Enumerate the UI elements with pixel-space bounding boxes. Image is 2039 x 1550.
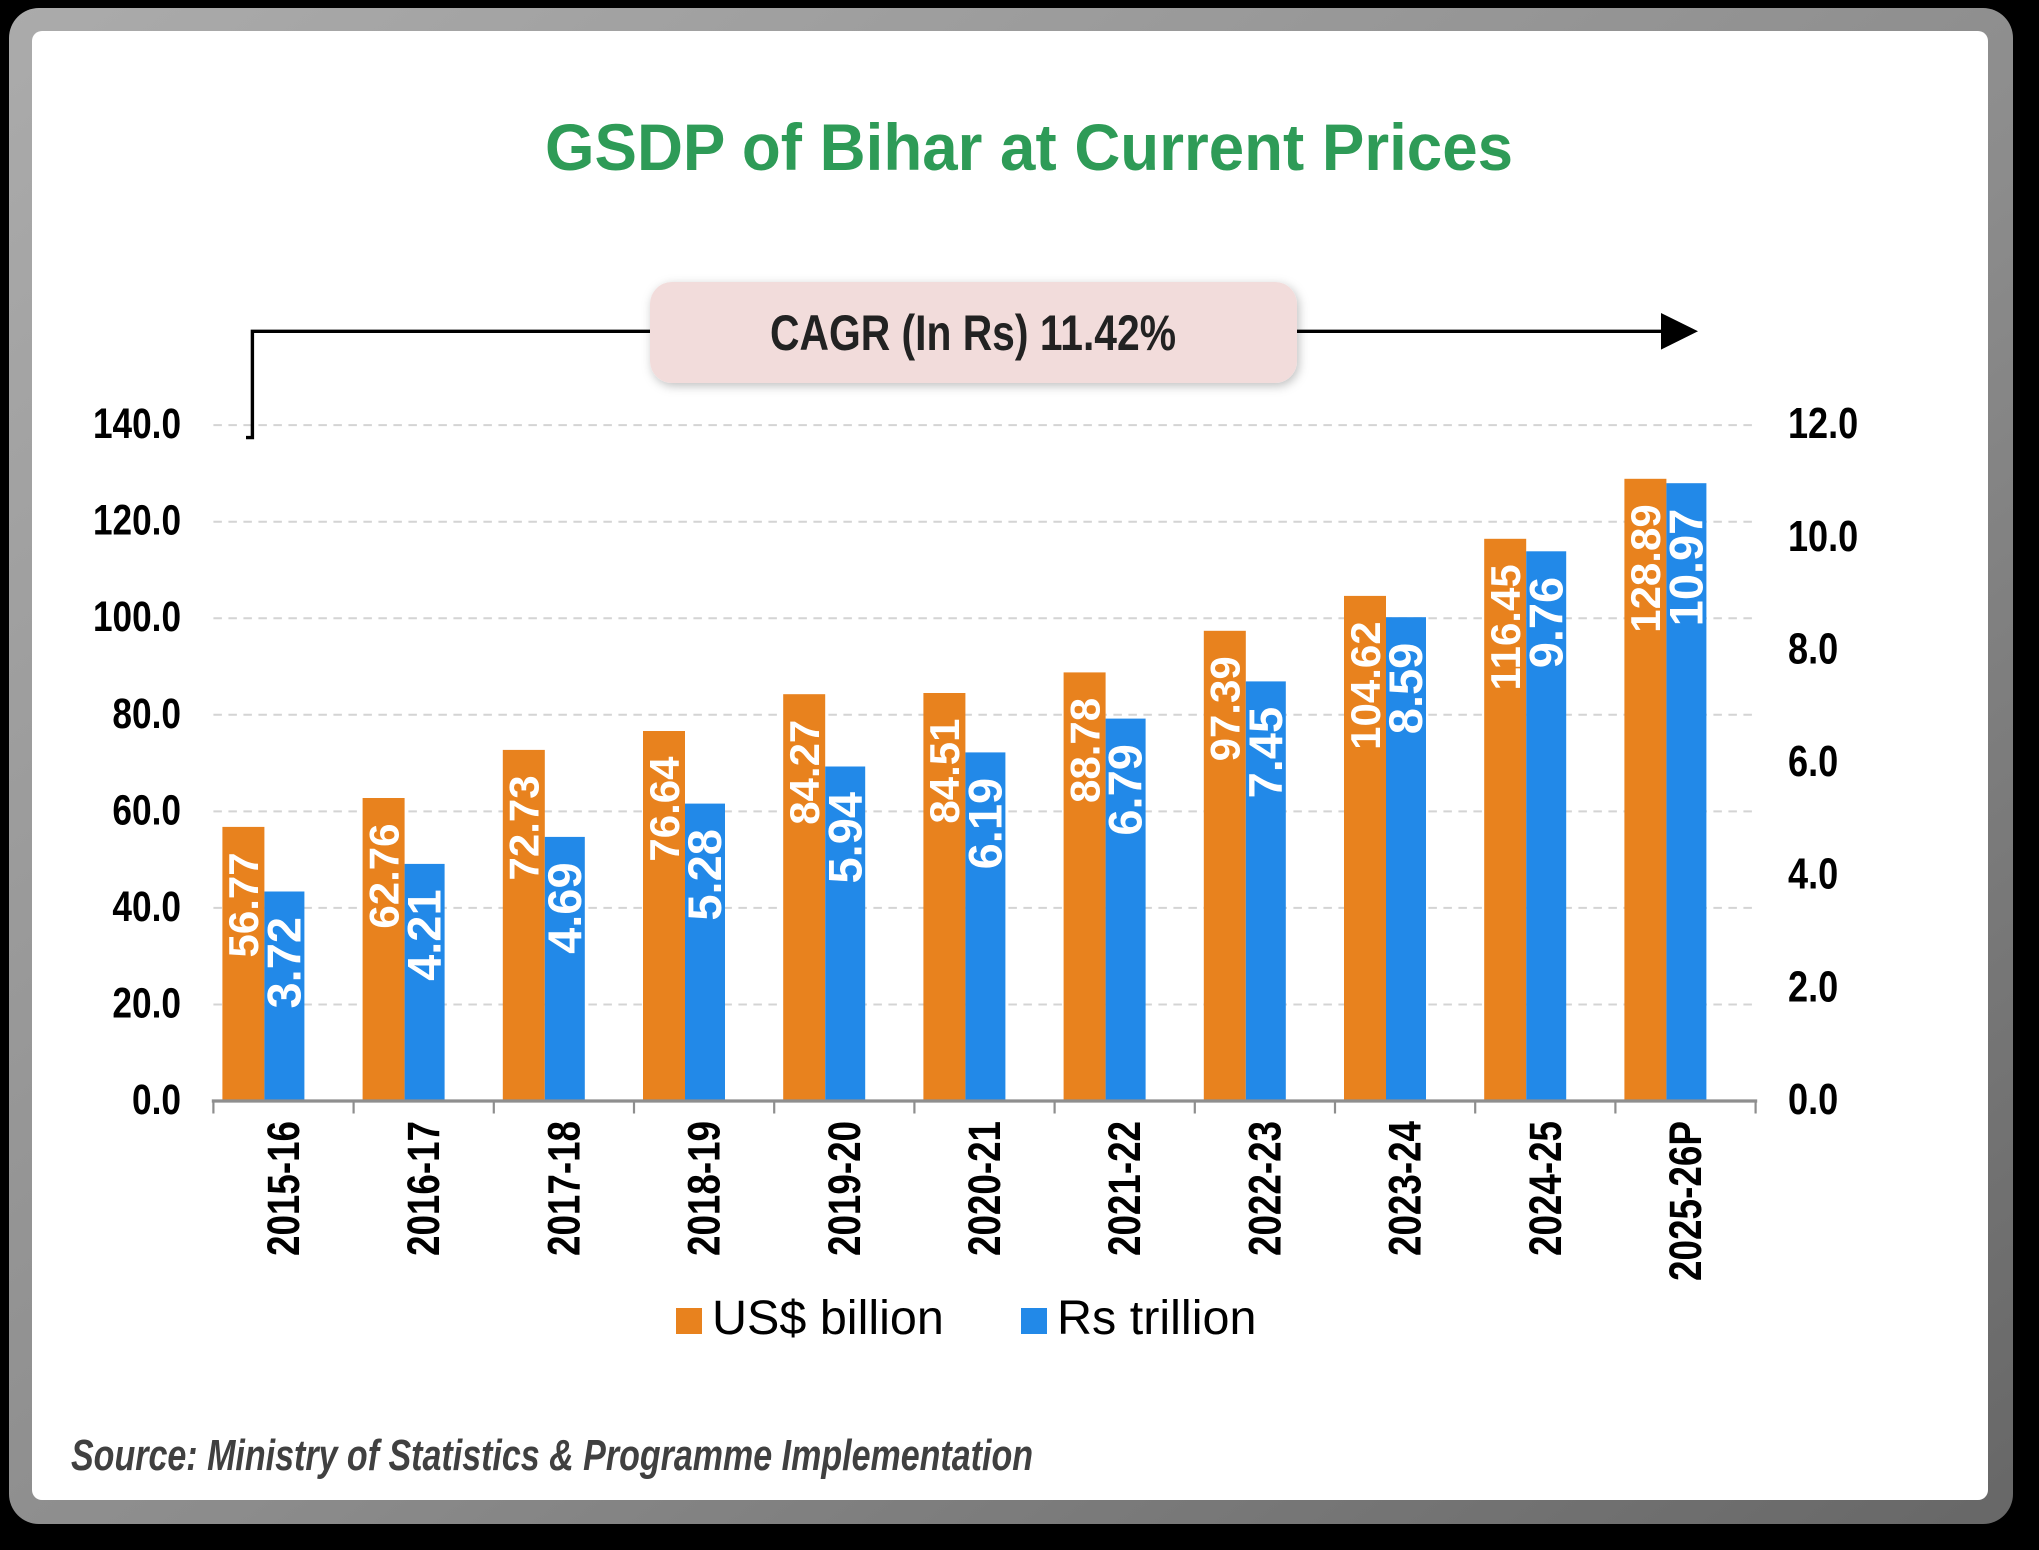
svg-text:2022-23: 2022-23: [1239, 1121, 1290, 1256]
svg-text:100.0: 100.0: [93, 593, 181, 641]
svg-text:2019-20: 2019-20: [819, 1121, 870, 1256]
svg-text:72.73: 72.73: [501, 775, 548, 880]
svg-text:4.0: 4.0: [1788, 850, 1838, 899]
svg-text:6.0: 6.0: [1788, 737, 1838, 786]
svg-text:6.79: 6.79: [1099, 744, 1152, 835]
svg-text:8.59: 8.59: [1379, 643, 1432, 734]
svg-text:0.0: 0.0: [1788, 1075, 1838, 1124]
svg-text:10.0: 10.0: [1788, 512, 1858, 561]
svg-text:62.76: 62.76: [360, 824, 407, 929]
svg-text:4.21: 4.21: [398, 889, 451, 980]
svg-text:CAGR (In Rs) 11.42%: CAGR (In Rs) 11.42%: [770, 305, 1176, 361]
svg-text:4.69: 4.69: [538, 862, 591, 953]
svg-text:84.51: 84.51: [921, 718, 968, 823]
svg-text:2016-17: 2016-17: [398, 1121, 449, 1256]
svg-text:8.0: 8.0: [1788, 624, 1838, 673]
svg-text:2015-16: 2015-16: [258, 1121, 309, 1256]
svg-text:10.97: 10.97: [1660, 509, 1713, 627]
svg-text:60.0: 60.0: [112, 786, 181, 834]
svg-text:7.45: 7.45: [1239, 707, 1292, 798]
svg-text:104.62: 104.62: [1342, 621, 1389, 749]
svg-text:56.77: 56.77: [220, 852, 267, 957]
svg-text:2017-18: 2017-18: [538, 1121, 589, 1256]
svg-text:2.0: 2.0: [1788, 962, 1838, 1011]
svg-text:6.19: 6.19: [959, 778, 1012, 869]
svg-text:120.0: 120.0: [93, 497, 181, 545]
svg-text:2020-21: 2020-21: [959, 1121, 1010, 1256]
svg-text:2018-19: 2018-19: [679, 1121, 730, 1256]
svg-text:2025-26P: 2025-26P: [1660, 1121, 1711, 1281]
svg-text:2023-24: 2023-24: [1380, 1121, 1431, 1256]
svg-text:84.27: 84.27: [781, 720, 828, 825]
svg-text:128.89: 128.89: [1622, 504, 1669, 632]
svg-text:88.78: 88.78: [1061, 698, 1108, 803]
svg-text:76.64: 76.64: [641, 756, 688, 862]
svg-text:2024-25: 2024-25: [1520, 1121, 1571, 1256]
svg-text:40.0: 40.0: [112, 883, 181, 931]
svg-text:5.28: 5.28: [678, 829, 731, 920]
svg-text:2021-22: 2021-22: [1099, 1121, 1150, 1256]
svg-text:116.45: 116.45: [1482, 564, 1529, 690]
svg-text:97.39: 97.39: [1202, 656, 1249, 761]
svg-text:3.72: 3.72: [258, 917, 311, 1008]
svg-text:Rs trillion: Rs trillion: [1057, 1291, 1256, 1345]
svg-text:GSDP of Bihar at Current Price: GSDP of Bihar at Current Prices: [545, 110, 1513, 184]
svg-text:12.0: 12.0: [1788, 399, 1858, 448]
svg-text:9.76: 9.76: [1519, 577, 1572, 668]
svg-text:Source: Ministry of Statistics: Source: Ministry of Statistics & Program…: [71, 1431, 1033, 1480]
svg-text:80.0: 80.0: [112, 690, 181, 738]
svg-text:0.0: 0.0: [132, 1076, 181, 1124]
svg-text:20.0: 20.0: [112, 980, 181, 1028]
svg-text:5.94: 5.94: [818, 792, 871, 883]
svg-text:US$ billion: US$ billion: [712, 1291, 944, 1345]
svg-text:140.0: 140.0: [93, 400, 181, 448]
